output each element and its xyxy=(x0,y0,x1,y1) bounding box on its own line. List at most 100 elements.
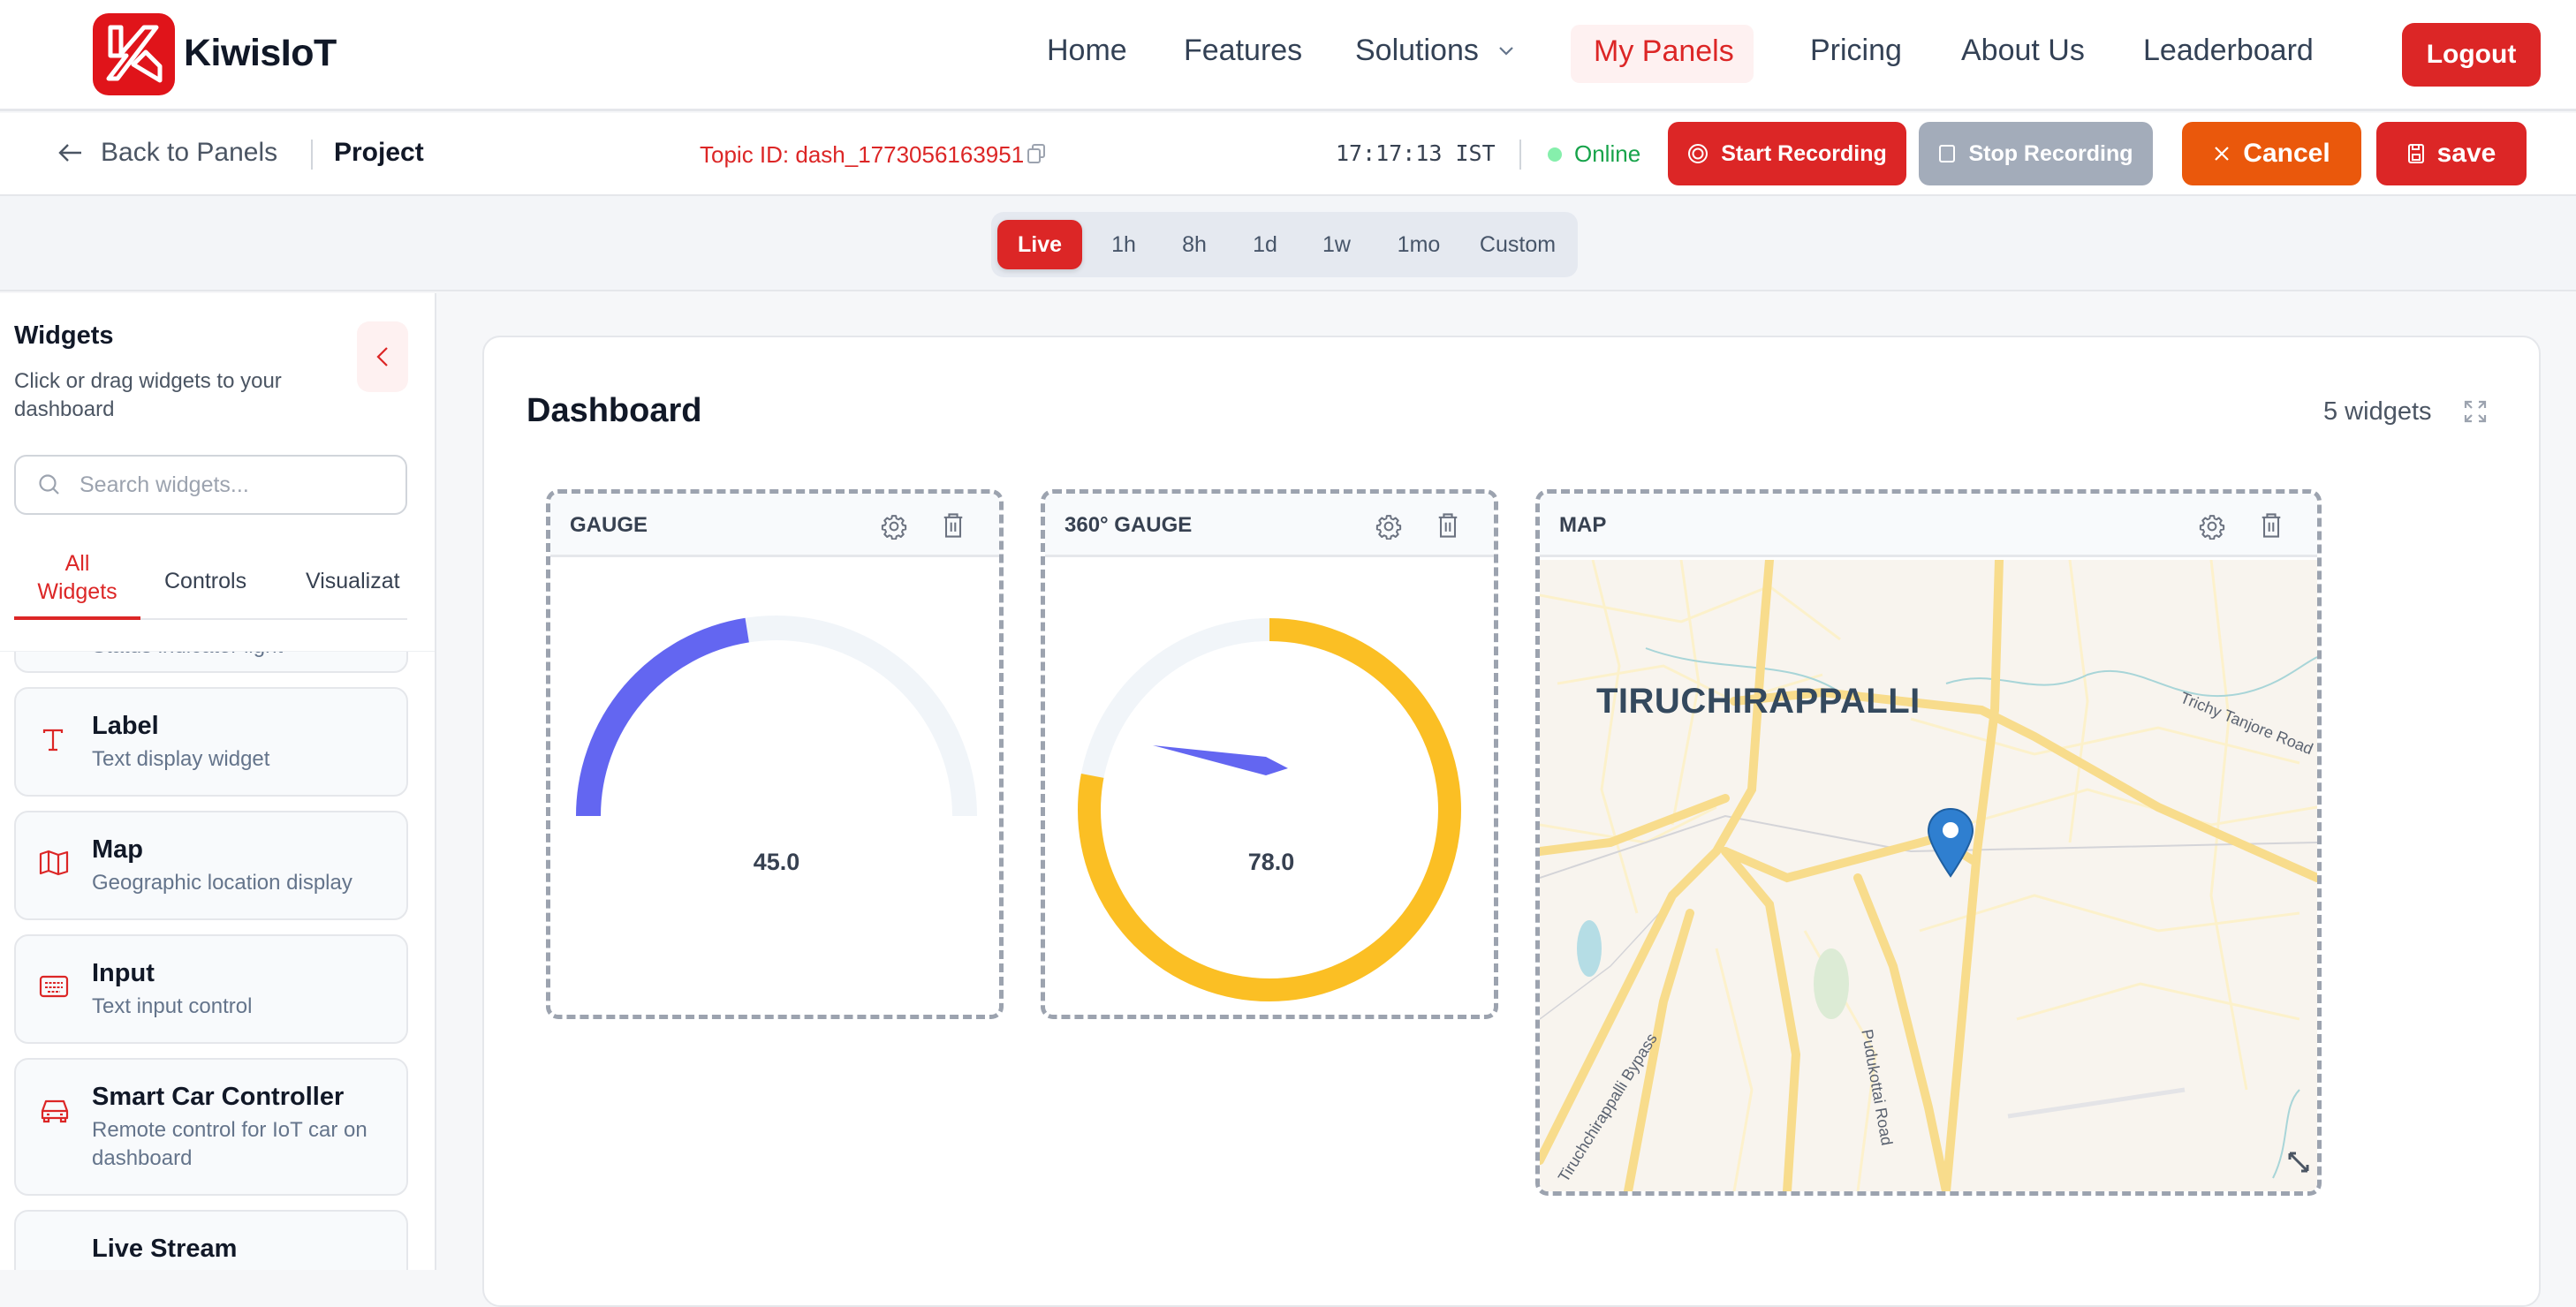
brand-name: KiwisIoT xyxy=(184,32,337,74)
range-1mo[interactable]: 1mo xyxy=(1397,232,1441,257)
widget-card-status-light[interactable]: Status indicator light xyxy=(14,652,408,673)
widget-card-live-stream[interactable]: Live Stream xyxy=(14,1210,408,1270)
panel-toolbar: Back to Panels Project Topic ID: dash_17… xyxy=(0,113,2576,196)
save-button[interactable]: save xyxy=(2376,122,2527,185)
active-tab-indicator xyxy=(14,616,140,620)
sidebar-title: Widgets xyxy=(14,321,114,350)
clock: 17:17:13 IST xyxy=(1336,140,1496,166)
kiwisiot-logo[interactable] xyxy=(93,13,175,95)
widget-card-label[interactable]: Label Text display widget xyxy=(14,687,408,797)
widget-title: GAUGE xyxy=(570,513,648,537)
fullscreen-icon[interactable] xyxy=(2463,399,2488,424)
widgets-sidebar: Widgets Click or drag widgets to your da… xyxy=(0,293,436,1270)
range-live[interactable]: Live xyxy=(997,220,1082,269)
widget-category-tabs: All Widgets Controls Visualizat xyxy=(14,549,407,620)
map-icon xyxy=(39,850,69,876)
nav-pricing[interactable]: Pricing xyxy=(1810,34,1902,67)
trash-icon[interactable] xyxy=(2259,511,2284,540)
time-range-selector: Live 1h 8h 1d 1w 1mo Custom xyxy=(991,212,1578,277)
widget-list[interactable]: Status indicator light Label Text displa… xyxy=(0,651,435,1270)
divider xyxy=(1519,140,1521,170)
start-recording-label: Start Recording xyxy=(1721,140,1887,166)
search-icon xyxy=(39,474,59,495)
widget-desc: Geographic location display xyxy=(92,871,352,895)
range-1h[interactable]: 1h xyxy=(1111,232,1136,257)
gear-icon[interactable] xyxy=(1375,513,1402,540)
resize-handle-icon[interactable] xyxy=(2285,1149,2312,1175)
widget-desc: Text input control xyxy=(92,994,253,1018)
widget-search xyxy=(14,455,407,515)
range-1d[interactable]: 1d xyxy=(1253,232,1277,257)
start-recording-button[interactable]: Start Recording xyxy=(1668,122,1906,185)
cancel-label: Cancel xyxy=(2243,139,2330,168)
widget-name: Smart Car Controller xyxy=(92,1083,345,1111)
nav-features[interactable]: Features xyxy=(1184,34,1303,67)
cancel-button[interactable]: Cancel xyxy=(2182,122,2361,185)
time-range-bar: Live 1h 8h 1d 1w 1mo Custom xyxy=(0,196,2576,291)
back-to-panels-link[interactable]: Back to Panels xyxy=(57,138,277,168)
range-1w[interactable]: 1w xyxy=(1322,232,1351,257)
record-icon xyxy=(1688,144,1708,163)
stop-recording-label: Stop Recording xyxy=(1968,140,2133,166)
chevron-left-icon xyxy=(376,347,388,366)
widget-desc: Remote control for IoT car on dashboard xyxy=(92,1118,367,1170)
copy-icon[interactable] xyxy=(1027,143,1046,164)
widget-header[interactable]: MAP xyxy=(1540,494,2317,557)
widget-name: Map xyxy=(92,835,143,864)
nav-my-panels[interactable]: My Panels xyxy=(1571,25,1754,83)
gear-icon[interactable] xyxy=(2199,513,2225,540)
logo-mark-icon xyxy=(106,25,163,83)
nav-solutions-label: Solutions xyxy=(1355,34,1479,67)
map-pin-icon[interactable] xyxy=(1927,807,1974,880)
gauge-value: 78.0 xyxy=(1247,849,1295,875)
nav-home[interactable]: Home xyxy=(1047,34,1127,67)
widget-card-input[interactable]: Input Text input control xyxy=(14,934,408,1044)
gauge-360-chart xyxy=(1078,618,1461,1001)
dashboard-panel: Dashboard 5 widgets GAUGE 45.0 360° GAUG… xyxy=(482,336,2541,1307)
logout-button[interactable]: Logout xyxy=(2402,23,2541,87)
nav-solutions[interactable]: Solutions xyxy=(1355,34,1514,68)
topic-id: Topic ID: dash_1773056163951 xyxy=(700,141,1025,168)
tab-visualization[interactable]: Visualizat xyxy=(306,569,400,593)
widget-card-smart-car[interactable]: Smart Car Controller Remote control for … xyxy=(14,1058,408,1196)
widget-title: MAP xyxy=(1559,513,1607,537)
trash-icon[interactable] xyxy=(1436,511,1460,540)
widget-header[interactable]: 360° GAUGE xyxy=(1045,494,1494,557)
search-input[interactable] xyxy=(80,457,398,513)
divider xyxy=(311,140,313,170)
gauge-widget[interactable]: GAUGE 45.0 xyxy=(546,489,1004,1019)
range-8h[interactable]: 8h xyxy=(1182,232,1207,257)
save-label: save xyxy=(2436,139,2496,168)
text-icon xyxy=(42,729,64,752)
range-custom[interactable]: Custom xyxy=(1479,232,1557,257)
map-canvas[interactable]: TIRUCHIRAPPALLI Trichy Tanjore Road Pudu… xyxy=(1540,560,2317,1191)
project-name: Project xyxy=(334,138,424,167)
stop-square-icon xyxy=(1939,145,1956,162)
collapse-sidebar-button[interactable] xyxy=(357,321,408,392)
gear-icon[interactable] xyxy=(881,513,907,540)
save-disk-icon xyxy=(2407,144,2424,163)
widget-header[interactable]: GAUGE xyxy=(550,494,999,557)
tab-controls[interactable]: Controls xyxy=(164,569,247,593)
widget-card-map[interactable]: Map Geographic location display xyxy=(14,811,408,920)
nav-leaderboard[interactable]: Leaderboard xyxy=(2143,34,2314,67)
status-label: Online xyxy=(1574,140,1641,167)
gauge-360-widget[interactable]: 360° GAUGE 78.0 xyxy=(1041,489,1498,1019)
map-widget[interactable]: MAP xyxy=(1535,489,2322,1196)
widget-title: 360° GAUGE xyxy=(1064,513,1193,537)
close-icon xyxy=(2215,147,2230,161)
keyboard-icon xyxy=(39,975,69,998)
widget-desc: Text display widget xyxy=(92,747,270,771)
arrow-left-icon xyxy=(58,144,81,162)
widget-name: Live Stream xyxy=(92,1235,238,1263)
sidebar-subtitle: Click or drag widgets to your dashboard xyxy=(14,369,282,421)
tab-all-widgets-label: All Widgets xyxy=(37,551,117,604)
nav-about-us[interactable]: About Us xyxy=(1961,34,2085,67)
stop-recording-button[interactable]: Stop Recording xyxy=(1919,122,2153,185)
tab-all-widgets[interactable]: All Widgets xyxy=(14,549,140,606)
widget-count: 5 widgets xyxy=(2323,397,2432,426)
nav-my-panels-label: My Panels xyxy=(1594,34,1734,68)
gauge-value: 45.0 xyxy=(753,849,800,875)
trash-icon[interactable] xyxy=(941,511,966,540)
dashboard-title: Dashboard xyxy=(527,392,702,429)
